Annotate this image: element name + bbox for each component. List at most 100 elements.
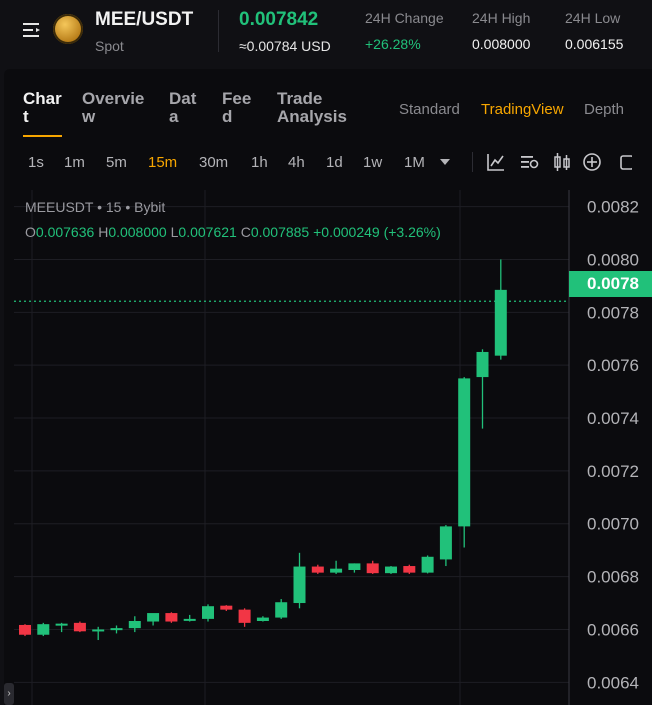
y-tick-label: 0.0066 <box>587 620 639 639</box>
high-key: H <box>98 224 109 240</box>
candle-body <box>293 566 306 604</box>
top-bar: MEE/USDT Spot 0.007842 ≈0.00784 USD 24H … <box>0 0 652 62</box>
add-icon[interactable] <box>582 152 602 172</box>
change-value: +0.000249 (+3.26%) <box>313 224 441 240</box>
timeframe-5m[interactable]: 5m <box>106 154 127 171</box>
candle-body <box>147 613 160 622</box>
timeframe-1d[interactable]: 1d <box>326 154 343 171</box>
menu-icon[interactable] <box>22 20 42 40</box>
y-tick-label: 0.0068 <box>587 568 639 587</box>
tab-trade-analysis-label-line2: Analysis <box>277 107 347 126</box>
y-tick-label: 0.0082 <box>587 198 639 217</box>
y-tick-label: 0.0074 <box>587 409 639 428</box>
candle-body <box>494 289 507 356</box>
low-24h-label: 24H Low <box>565 10 621 26</box>
candle-body <box>311 566 324 573</box>
tab-trade-analysis-label-line1: Trade <box>277 89 323 108</box>
candle-body <box>110 628 123 631</box>
last-price-tag: 0.0078 <box>569 271 652 297</box>
chart-settings-icon[interactable] <box>520 152 540 172</box>
tab-feed-label-line1: Fee <box>222 89 252 108</box>
candle-type-icon[interactable] <box>552 152 572 172</box>
close-value: 0.007885 <box>250 224 310 240</box>
chart-symbol-line: MEEUSDT • 15 • Bybit <box>25 199 166 215</box>
y-tick-label: 0.0080 <box>587 250 639 269</box>
high-24h-value: 0.008000 <box>472 36 531 52</box>
candle-body <box>330 568 343 573</box>
view-depth[interactable]: Depth <box>584 101 625 118</box>
candle-body <box>37 624 50 635</box>
timeframe-1M[interactable]: 1M <box>404 154 425 171</box>
candle-body <box>421 556 434 573</box>
candle-body <box>403 566 416 573</box>
last-price-usd: ≈0.00784 USD <box>239 38 331 54</box>
ohlc-legend: O0.007636 H0.008000 L0.007621 C0.007885 … <box>25 224 441 240</box>
timeframe-4h[interactable]: 4h <box>288 154 305 171</box>
last-price: 0.007842 <box>239 9 319 30</box>
indicators-icon[interactable] <box>486 152 506 172</box>
candle-body <box>238 609 251 623</box>
coin-logo <box>53 14 83 44</box>
pair-name[interactable]: MEE/USDT <box>95 9 194 30</box>
candle-body <box>19 624 31 635</box>
candle-body <box>385 566 397 574</box>
tab-overview-label-line2: w <box>82 107 96 126</box>
candle-body <box>275 602 288 618</box>
candlestick-chart[interactable]: 0.0082 0.0080 0.0078 0.0076 0.0074 0.0072 0.00… <box>14 190 652 705</box>
candle-body <box>458 378 471 527</box>
candle-body <box>476 351 489 378</box>
tab-data[interactable]: Dat a <box>169 90 196 126</box>
candle-body <box>128 621 141 629</box>
open-value: 0.007636 <box>35 224 95 240</box>
y-tick-label: 0.0076 <box>587 356 639 375</box>
candle-body <box>256 617 269 622</box>
view-tradingview[interactable]: TradingView <box>481 101 564 118</box>
timeframe-1m[interactable]: 1m <box>64 154 85 171</box>
timeframe-30m[interactable]: 30m <box>199 154 229 171</box>
open-key: O <box>25 224 36 240</box>
header-divider <box>218 10 219 52</box>
timeframe-15m[interactable]: 15m <box>148 154 178 171</box>
candle-body <box>55 623 68 626</box>
candle-body <box>165 613 178 622</box>
y-tick-label: 0.0072 <box>587 462 639 481</box>
tab-data-label-line2: a <box>169 107 179 126</box>
tab-data-label-line1: Dat <box>169 89 197 108</box>
tab-overview[interactable]: Overvie w <box>82 90 144 126</box>
tab-overview-label-line1: Overvie <box>82 89 145 108</box>
tab-feed-label-line2: d <box>222 107 233 126</box>
change-24h-label: 24H Change <box>365 10 444 26</box>
market-type: Spot <box>95 38 124 54</box>
candle-body <box>183 618 196 621</box>
change-24h-value: +26.28% <box>365 36 421 52</box>
candle-body <box>92 629 105 632</box>
tab-trade-analysis[interactable]: Trade Analysis <box>277 90 347 126</box>
low-24h-value: 0.006155 <box>565 36 624 52</box>
timeframe-1h[interactable]: 1h <box>251 154 268 171</box>
view-standard[interactable]: Standard <box>399 101 460 118</box>
candle-body <box>202 606 214 619</box>
y-tick-label: 0.0070 <box>587 515 639 534</box>
low-value: 0.007621 <box>178 224 237 240</box>
y-tick-label: 0.0078 <box>587 303 639 322</box>
panel-collapse-handle[interactable]: › <box>4 683 14 705</box>
candle-body <box>220 605 233 610</box>
y-tick-label: 0.0064 <box>587 673 639 692</box>
tab-chart-label-line2: t <box>23 107 29 126</box>
tab-chart-label-line1: Char <box>23 89 62 108</box>
screenshot-icon[interactable] <box>618 152 632 172</box>
candle-body <box>439 526 452 560</box>
tab-chart[interactable]: Char t <box>23 90 62 126</box>
toolbar-divider <box>472 152 473 172</box>
active-tab-indicator <box>23 135 62 137</box>
close-key: C <box>240 224 251 240</box>
chart-panel <box>4 69 652 705</box>
timeframe-dropdown-icon[interactable] <box>438 157 452 167</box>
candle-body <box>366 563 379 574</box>
high-value: 0.008000 <box>108 224 167 240</box>
timeframe-1w[interactable]: 1w <box>363 154 383 171</box>
tab-feed[interactable]: Fee d <box>222 90 251 126</box>
high-24h-label: 24H High <box>472 10 531 26</box>
low-key: L <box>170 224 179 240</box>
timeframe-1s[interactable]: 1s <box>28 154 44 171</box>
